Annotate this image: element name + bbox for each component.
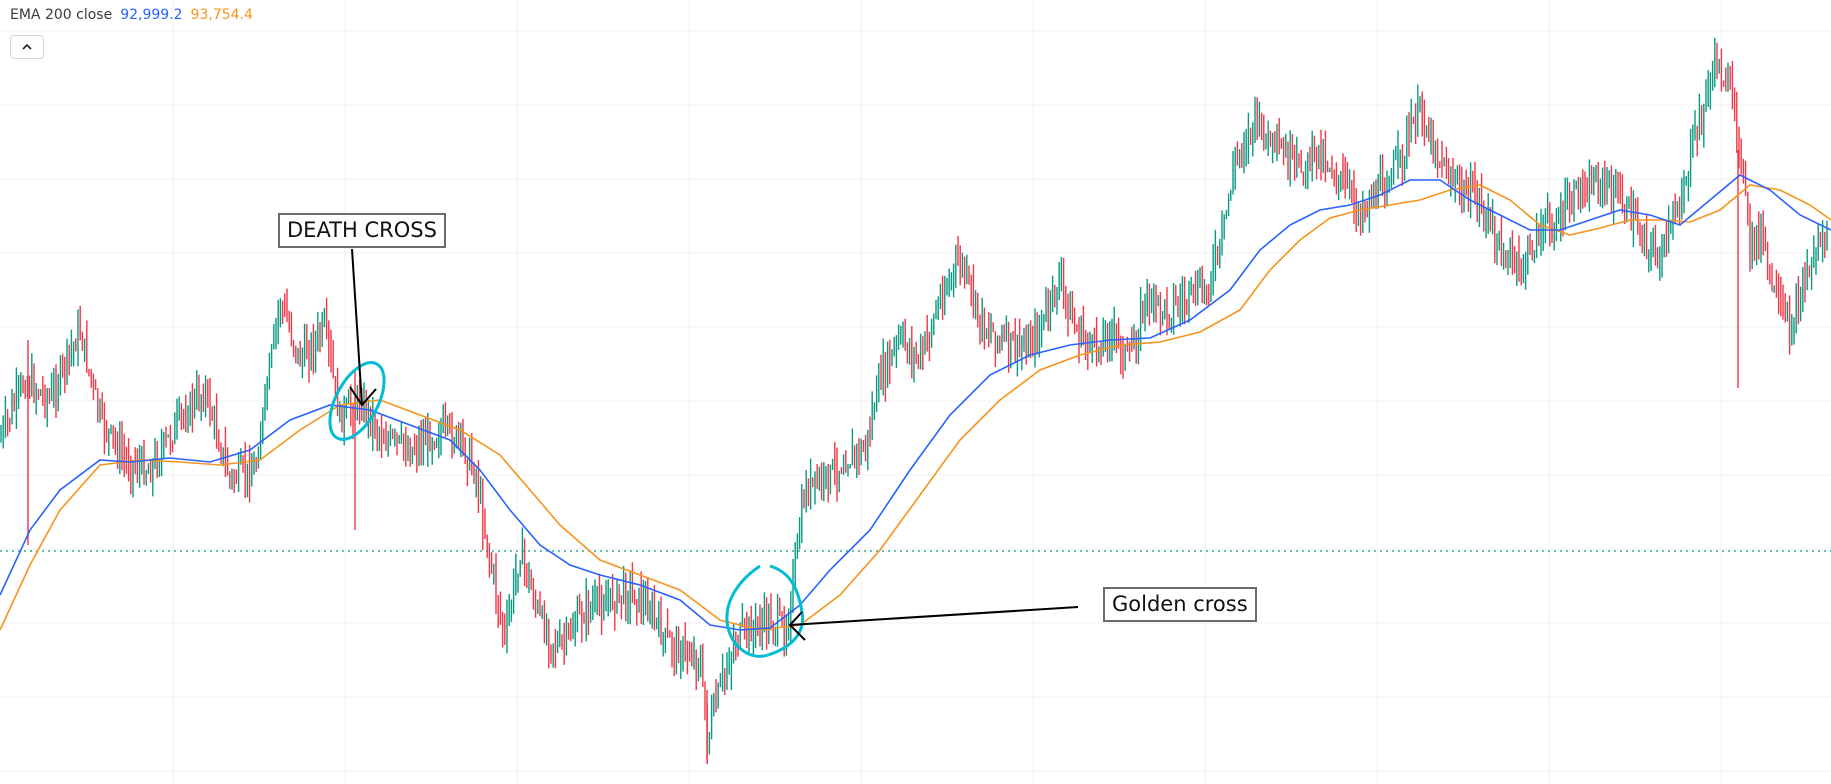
golden-cross-label[interactable]: Golden cross — [1103, 587, 1257, 623]
death-cross-arrow-head — [349, 386, 377, 407]
death-cross-arrow-shaft — [351, 248, 363, 406]
golden-cross-arrow-shaft — [789, 606, 1079, 626]
indicator-label: EMA 200 close — [10, 7, 113, 23]
death-cross-label[interactable]: DEATH CROSS — [278, 213, 446, 249]
ema-slow-line — [0, 184, 1831, 631]
ema-slow-value: 93,754.4 — [190, 7, 253, 23]
golden-cross-circle — [725, 564, 805, 658]
collapse-legend-button[interactable] — [10, 35, 44, 59]
candlestick-series — [0, 37, 1828, 765]
ema-fast-line — [0, 174, 1831, 631]
golden-cross-arrow-head — [788, 611, 806, 641]
indicator-legend[interactable]: EMA 200 close 92,999.2 93,754.4 — [10, 7, 253, 23]
death-cross-circle — [328, 361, 386, 441]
chevron-up-icon — [22, 43, 32, 50]
ema-fast-value: 92,999.2 — [120, 7, 183, 23]
